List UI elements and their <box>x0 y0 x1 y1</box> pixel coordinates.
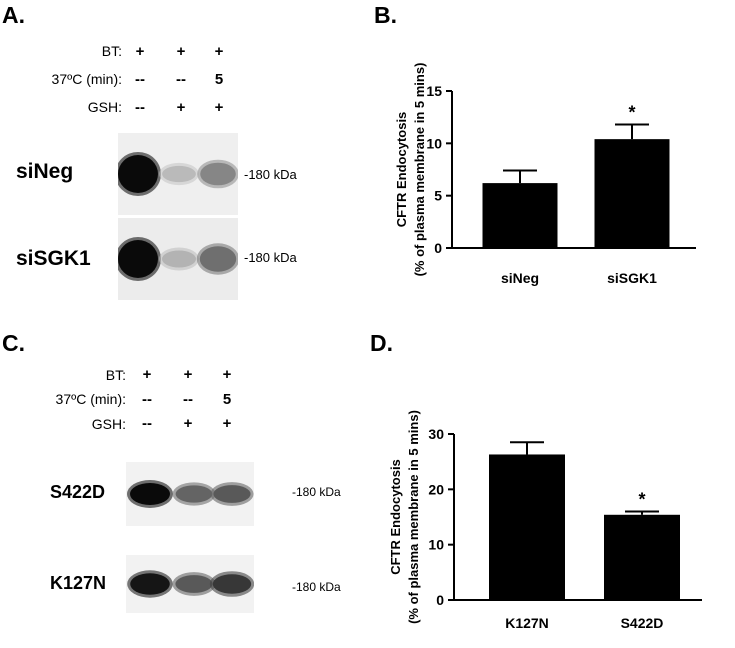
condition-mark: -- <box>142 415 152 432</box>
y-tick-label: 30 <box>428 426 444 442</box>
y-axis-label: CFTR Endocytosis <box>388 459 403 575</box>
blot-band <box>130 483 170 505</box>
blot-band <box>162 250 196 268</box>
bar <box>482 183 558 248</box>
blot-a2-image <box>118 218 238 300</box>
y-tick-label: 5 <box>434 188 442 204</box>
condition-mark: -- <box>176 71 186 88</box>
condition-mark: + <box>183 366 193 383</box>
blot-band <box>200 162 236 186</box>
condition-mark: + <box>176 99 186 116</box>
condition-label-gsh: GSH: <box>91 416 126 432</box>
blot-c2-image <box>126 555 254 613</box>
blot-band <box>118 155 158 193</box>
blot-band <box>212 574 252 594</box>
condition-label-bt: BT: <box>101 43 122 59</box>
blot-a1-label: siNeg <box>16 160 74 183</box>
panel-b-letter: B. <box>374 2 397 28</box>
condition-mark: + <box>176 43 186 60</box>
significance-marker: * <box>628 102 635 122</box>
condition-mark: -- <box>135 71 145 88</box>
blot-c1-image <box>126 462 254 526</box>
panel-a-letter: A. <box>2 2 25 28</box>
condition-mark: + <box>135 43 145 60</box>
blot-band <box>175 575 213 593</box>
y-axis-label-2: (% of plasma membrane in 5 mins) <box>406 410 421 624</box>
chart-d: 0 10 20 30 K127N S422D * CFTR Endocytosis (% of … <box>388 410 702 631</box>
panel-d-letter: D. <box>370 330 393 356</box>
condition-mark: 5 <box>222 391 232 408</box>
y-tick-label: 15 <box>426 83 442 99</box>
y-tick-label: 0 <box>434 240 442 256</box>
chart-b: 0 5 10 15 siNeg siSGK1 * CFTR Endocytosis (% of … <box>394 63 696 286</box>
blot-band <box>213 485 251 503</box>
blot-a1-size: -180 kDa <box>244 167 297 182</box>
category-label: siSGK1 <box>607 270 657 286</box>
bar <box>489 454 565 600</box>
blot-band <box>162 165 196 183</box>
condition-mark: -- <box>183 391 193 408</box>
condition-mark: + <box>214 43 224 60</box>
blot-c2-label: K127N <box>50 573 107 593</box>
blot-c1-size: -180 kDa <box>292 485 341 499</box>
blot-c1-label: S422D <box>50 482 106 502</box>
y-tick-label: 0 <box>436 592 444 608</box>
panel-c-letter: C. <box>2 330 25 356</box>
category-label: S422D <box>621 615 664 631</box>
y-tick-label: 20 <box>428 481 444 497</box>
condition-mark: + <box>222 366 232 383</box>
condition-mark: + <box>142 366 152 383</box>
blot-c2-size: -180 kDa <box>292 580 341 594</box>
bar <box>594 139 670 248</box>
condition-mark: + <box>183 415 193 432</box>
blot-band <box>175 485 213 503</box>
blot-a1-image <box>118 133 238 215</box>
blot-a2-label: siSGK1 <box>16 247 91 270</box>
category-label: K127N <box>505 615 549 631</box>
y-tick-label: 10 <box>426 135 442 151</box>
condition-mark: + <box>214 99 224 116</box>
bar <box>604 514 680 600</box>
condition-label-temp: 37ºC (min): <box>55 391 126 407</box>
condition-mark: -- <box>135 99 145 116</box>
condition-label-gsh: GSH: <box>87 99 122 115</box>
blot-band <box>199 246 237 272</box>
condition-label-temp: 37ºC (min): <box>51 71 122 87</box>
blot-band <box>118 240 158 278</box>
blot-band <box>130 573 170 595</box>
y-tick-label: 10 <box>428 537 444 553</box>
condition-mark: -- <box>142 391 152 408</box>
condition-label-bt: BT: <box>105 367 126 383</box>
condition-mark: + <box>222 415 232 432</box>
y-axis-label: CFTR Endocytosis <box>394 112 409 228</box>
y-axis-label-2: (% of plasma membrane in 5 mins) <box>412 63 427 277</box>
category-label: siNeg <box>501 270 539 286</box>
significance-marker: * <box>638 489 645 509</box>
condition-mark: 5 <box>214 71 224 88</box>
blot-a2-size: -180 kDa <box>244 250 297 265</box>
